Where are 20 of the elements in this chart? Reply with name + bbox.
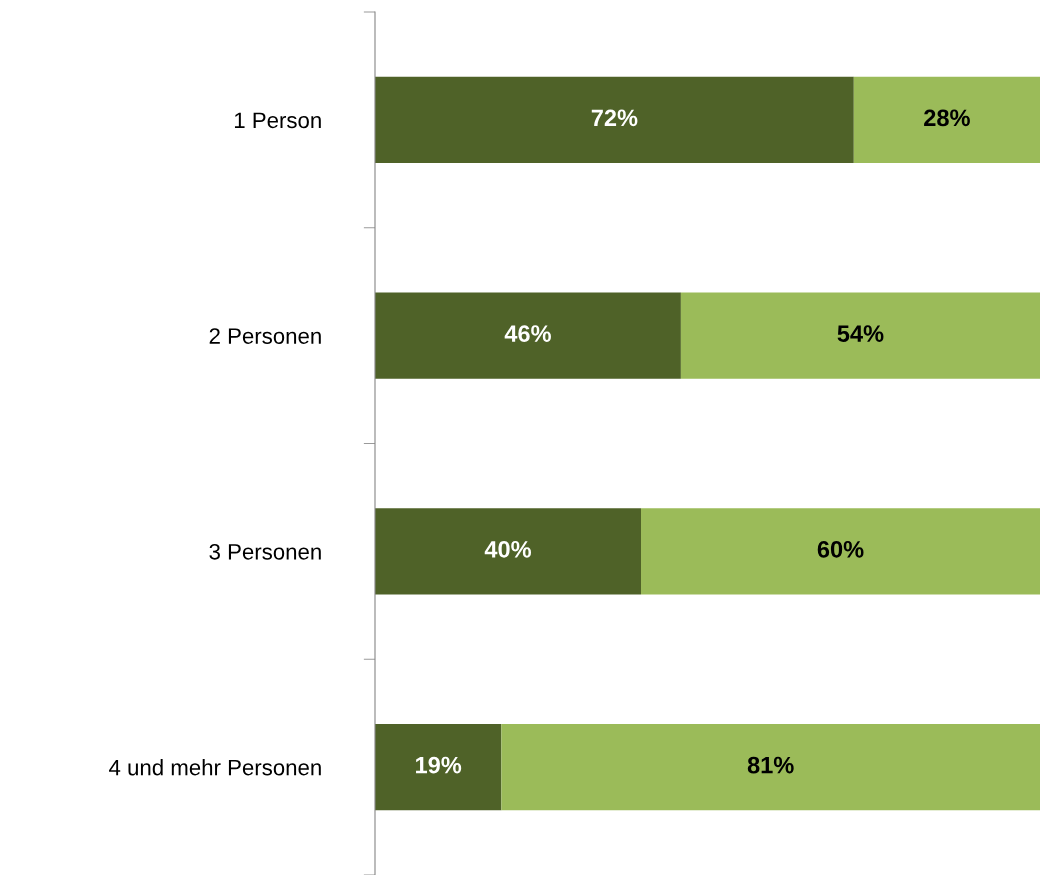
data-label: 46% [504, 325, 551, 342]
bar [375, 292, 681, 379]
bar [853, 76, 1040, 164]
data-label: 72% [591, 109, 638, 127]
data-label: 54% [837, 325, 884, 342]
bar [375, 508, 641, 595]
bar [680, 292, 1040, 379]
data-label: 40% [484, 540, 532, 558]
data-label: 60% [817, 540, 864, 558]
bar [375, 76, 854, 164]
data-label: 28% [924, 109, 970, 127]
y-tick-label: 2 Personen [209, 328, 321, 344]
bar [501, 723, 1040, 811]
y-tick-label: 3 Personen [209, 543, 321, 560]
y-tick-label: 1 Person [234, 112, 321, 129]
bar [641, 508, 1040, 595]
bar [375, 723, 502, 811]
data-label: 81% [747, 756, 794, 774]
y-tick-label: 4 und mehr Personen [109, 759, 321, 776]
data-label: 19% [416, 756, 462, 774]
